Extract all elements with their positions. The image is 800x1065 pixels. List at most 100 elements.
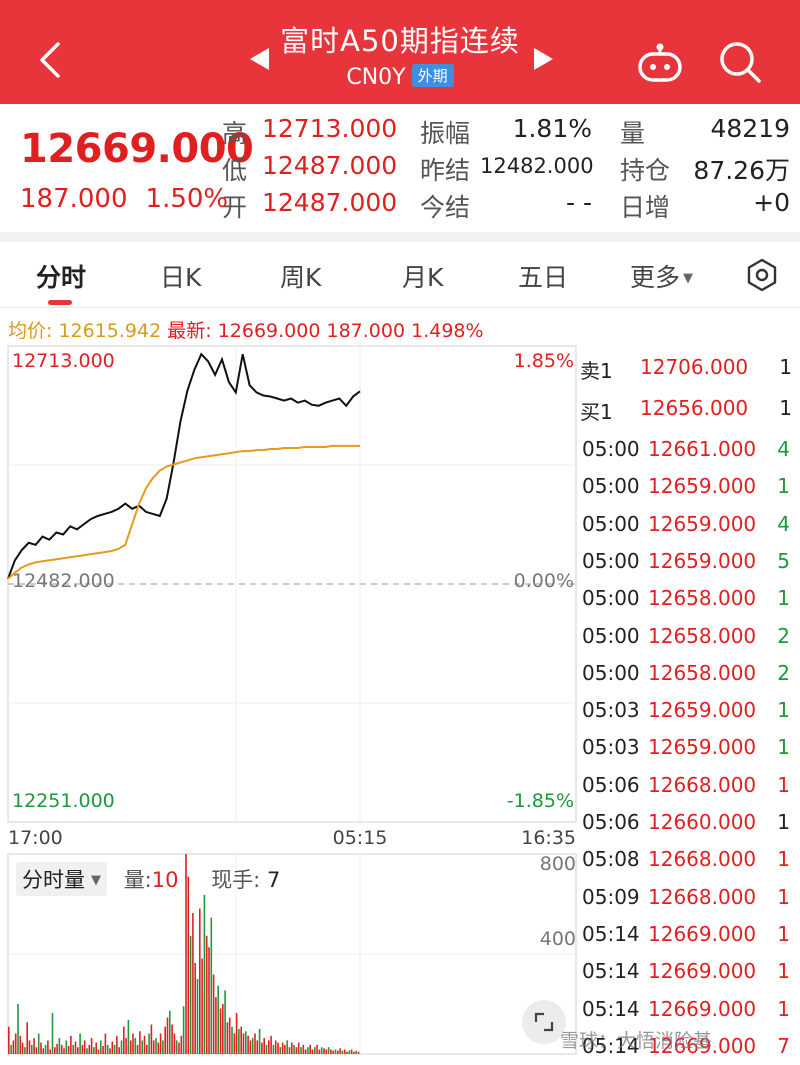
active-tab-indicator	[48, 300, 72, 305]
quote-panel: 12669.000 187.000 1.50% 高 12713.000 低 124…	[0, 104, 800, 232]
tab-more[interactable]: 更多 ▼	[630, 258, 693, 294]
volume-bar	[208, 947, 210, 1054]
volume-bar	[106, 1044, 109, 1054]
volume-bar	[330, 1049, 332, 1054]
bid-price: 12656.000	[640, 396, 749, 420]
pct-high-label: 1.85%	[514, 350, 574, 372]
chevron-down-icon: ▼	[683, 271, 694, 286]
volume-bar	[309, 1044, 311, 1054]
search-icon[interactable]	[718, 40, 762, 84]
trade-row: 05:00 12659.000 5	[578, 544, 800, 581]
volume-bar	[116, 1035, 118, 1054]
volume-indicator-select[interactable]: 分时量 ▼	[16, 862, 107, 896]
volume-bar	[251, 1038, 254, 1054]
volume-bar	[311, 1049, 314, 1054]
trade-qty: 2	[777, 660, 790, 685]
trade-row: 05:03 12659.000 1	[578, 693, 800, 730]
next-contract-arrow-icon[interactable]	[534, 48, 553, 70]
latest-value: 12669.000	[217, 320, 321, 342]
volume-bar	[123, 1026, 125, 1054]
trade-time: 05:03	[582, 735, 640, 760]
volume-bar	[77, 1047, 79, 1054]
y-mid-label: 12482.000	[12, 570, 115, 592]
prev-contract-arrow-icon[interactable]	[250, 48, 269, 70]
volume-bar	[35, 1047, 38, 1054]
back-arrow-icon[interactable]	[30, 38, 74, 82]
trade-row: 05:00 12658.000 2	[578, 619, 800, 656]
volume-bar	[341, 1050, 344, 1054]
volume-bar	[113, 1044, 116, 1054]
tab-monthly-k[interactable]: 月K	[402, 263, 444, 292]
volume-bar	[21, 1042, 24, 1054]
trade-time: 05:00	[582, 437, 640, 461]
info-change: 187.000	[326, 320, 406, 342]
trade-qty: 1	[777, 698, 790, 723]
volume-bar	[58, 1038, 61, 1054]
volume-bar	[37, 1033, 40, 1054]
volume-bar	[272, 1044, 275, 1054]
trade-time: 05:00	[582, 548, 640, 573]
trade-qty: 7	[777, 1033, 790, 1058]
vol-tick-400: 400	[540, 928, 576, 950]
volume-bar	[70, 1035, 72, 1054]
settings-hexagon-icon[interactable]	[745, 258, 779, 292]
low-value: 12487.000	[262, 151, 398, 180]
volume-bar	[31, 1044, 33, 1054]
volume-bar	[228, 1017, 231, 1054]
volume-bar	[297, 1042, 300, 1054]
intraday-chart[interactable]: 12713.000 12482.000 12251.000 1.85% 0.00…	[0, 340, 580, 1060]
top-bar: 富时A50期指连续 CN0Y 外期	[0, 0, 800, 104]
hand-label: 现手:	[211, 868, 261, 892]
trade-price: 12659.000	[648, 511, 757, 536]
trade-qty: 1	[777, 586, 790, 611]
tab-five-day[interactable]: 五日	[518, 263, 569, 292]
expand-fullscreen-button[interactable]	[522, 1000, 566, 1044]
trade-qty: 1	[777, 884, 790, 909]
volume-bar	[49, 1049, 51, 1054]
y-low-label: 12251.000	[12, 790, 115, 812]
trade-row: 05:06 12668.000 1	[578, 768, 800, 805]
tab-more-label: 更多	[630, 263, 681, 292]
chart-tabs: 分时 日K 周K 月K 五日 更多 ▼	[0, 242, 800, 308]
oi-change-value: +0	[753, 188, 790, 217]
volume-bar	[42, 1048, 45, 1054]
volume-bar	[129, 1040, 132, 1054]
tab-daily-k[interactable]: 日K	[160, 263, 202, 292]
volume-bar	[350, 1049, 353, 1054]
tab-intraday[interactable]: 分时	[36, 263, 87, 292]
robot-assistant-icon[interactable]	[636, 42, 684, 82]
trade-time: 05:06	[582, 772, 640, 797]
volume-bar	[148, 1033, 150, 1054]
trade-time: 05:14	[582, 921, 640, 946]
high-label: 高	[222, 119, 248, 148]
high-value: 12713.000	[262, 114, 398, 143]
volume-bar	[293, 1044, 295, 1054]
trade-price: 12659.000	[648, 474, 757, 499]
volume-bar	[72, 1044, 74, 1054]
trade-row: 05:14 12669.000 1	[578, 954, 800, 991]
volume-bar	[175, 1040, 178, 1054]
bid-label: 买1	[580, 400, 613, 424]
tab-weekly-k[interactable]: 周K	[280, 263, 322, 292]
trade-row: 05:00 12658.000 2	[578, 656, 800, 693]
volume-bar	[56, 1043, 58, 1054]
volume-bar	[74, 1041, 77, 1054]
page-title: 富时A50期指连续	[280, 24, 520, 58]
contract-code: CN0Y	[346, 65, 406, 90]
volume-bar	[261, 1042, 263, 1054]
volume-bar	[314, 1047, 316, 1054]
volume-bar	[182, 1006, 185, 1054]
trade-qty: 2	[777, 623, 790, 648]
trade-qty: 5	[777, 548, 790, 573]
volume-bar	[286, 1040, 288, 1054]
volume-bar	[104, 1033, 107, 1054]
volume-bar	[180, 1035, 183, 1054]
volume-bar	[263, 1038, 265, 1054]
volume-bar	[67, 1046, 70, 1054]
volume-bar	[240, 1026, 242, 1054]
volume-bar	[254, 1033, 256, 1054]
divider	[0, 232, 800, 242]
volume-bar	[334, 1049, 337, 1054]
trade-qty: 4	[777, 511, 790, 536]
ask-label: 卖1	[580, 359, 613, 383]
